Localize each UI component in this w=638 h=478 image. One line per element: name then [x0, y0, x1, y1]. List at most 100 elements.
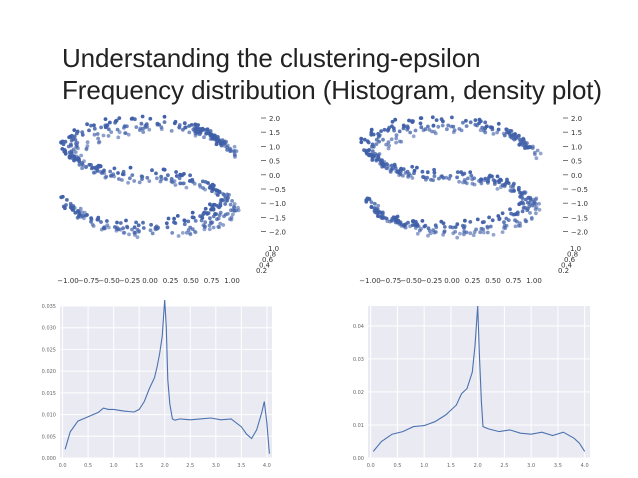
scatter-point — [528, 198, 533, 202]
scatter-point — [172, 216, 176, 221]
scatter-point — [225, 143, 230, 148]
scatter-point — [369, 204, 374, 209]
scatter-point — [377, 139, 381, 144]
scatter-point — [214, 212, 219, 216]
scatter-point — [439, 117, 444, 122]
scatter-point — [505, 127, 509, 132]
scatter-point — [80, 130, 85, 135]
z-tick-label: 0.0 — [571, 172, 582, 180]
scatter-point — [406, 175, 410, 179]
scatter-point — [214, 142, 219, 147]
scatter-point — [412, 171, 416, 176]
scatter-point — [72, 128, 77, 132]
x-tick-label: 1.0 — [110, 463, 118, 469]
x-tick-label: 0.50 — [485, 277, 501, 285]
y-tick-label: 0.015 — [42, 391, 56, 397]
scatter-point — [221, 223, 226, 227]
scatter-point — [389, 163, 394, 168]
scatter-point — [124, 218, 128, 223]
x-tick-label: 3.5 — [237, 463, 245, 469]
scatter-point — [145, 175, 150, 180]
scatter-point — [228, 146, 232, 151]
scatter-point — [190, 179, 195, 184]
scatter-point — [462, 232, 466, 237]
scatter-point — [370, 158, 375, 162]
scatter-point — [182, 121, 187, 126]
scatter-point — [451, 231, 456, 236]
scatter-point — [393, 117, 398, 122]
scatter-point — [188, 231, 192, 236]
scatter-point — [479, 177, 484, 182]
scatter-point — [62, 148, 67, 152]
y-tick-label: 0.2 — [558, 267, 569, 275]
scatter-point — [74, 141, 78, 146]
scatter-point — [232, 202, 237, 206]
scatter-point — [91, 170, 96, 175]
scatter-point — [359, 136, 364, 141]
z-tick-label: 1.5 — [571, 129, 582, 137]
scatter-point — [377, 210, 382, 214]
scatter-point — [193, 133, 198, 138]
scatter-point — [401, 123, 406, 128]
scatter-point — [386, 140, 391, 145]
scatter-point — [367, 196, 371, 201]
scatter-point — [518, 224, 523, 228]
scatter-point — [413, 226, 418, 230]
scatter-point — [378, 161, 383, 166]
scatter-point — [397, 129, 402, 134]
scatter-point — [121, 169, 126, 174]
scatter-point — [448, 174, 453, 178]
scatter-point — [469, 173, 474, 178]
scatter-point — [141, 226, 146, 230]
scatter-point — [89, 219, 93, 224]
scatter-point — [486, 176, 491, 181]
scatter-point — [69, 143, 73, 148]
scatter-point — [99, 125, 103, 130]
scatter-point — [408, 130, 413, 135]
scatter-point — [207, 185, 212, 190]
scatter-point — [105, 123, 110, 128]
scatter-point — [405, 169, 410, 174]
scatter-point — [80, 166, 84, 171]
scatter-point — [103, 117, 108, 121]
scatter-point — [203, 206, 208, 211]
scatter-point — [410, 223, 415, 227]
scatter-point — [420, 169, 425, 174]
z-tick-label: −1.0 — [269, 200, 286, 208]
scatter-point — [134, 125, 139, 129]
x-tick-label: 4.0 — [263, 463, 271, 469]
scatter-point — [61, 142, 66, 147]
scatter-point — [75, 129, 80, 134]
scatter-point — [500, 230, 505, 234]
x-tick-label: 2.5 — [186, 463, 194, 469]
scatter-point — [362, 137, 367, 142]
scatter-point — [109, 130, 114, 134]
scatter-point — [491, 132, 496, 136]
scatter-point — [481, 230, 486, 235]
scatter-point — [396, 169, 400, 174]
scatter-point — [528, 211, 532, 215]
scatter-point — [189, 123, 194, 127]
scatter-point — [465, 181, 469, 186]
scatter-point — [128, 176, 132, 181]
scatter-point — [490, 218, 495, 223]
scatter-point — [512, 137, 517, 142]
scatter-point — [226, 211, 230, 216]
scatter-point — [523, 197, 528, 202]
scatter-point — [202, 135, 206, 140]
scatter-point — [222, 193, 226, 197]
scatter-point — [453, 225, 458, 229]
scatter-point — [534, 156, 539, 161]
scatter-point — [500, 211, 505, 216]
scatter-point — [130, 227, 134, 232]
scatter-point — [367, 148, 372, 152]
scatter-point — [203, 180, 208, 184]
scatter-point — [394, 217, 399, 222]
scatter-point — [120, 178, 124, 182]
scatter-point — [210, 204, 215, 209]
scatter-point — [232, 153, 237, 157]
scatter-point — [534, 205, 539, 210]
scatter-point — [401, 126, 406, 131]
scatter-point — [73, 150, 78, 154]
slide-title-line-2: Frequency distribution (Histogram, densi… — [62, 75, 602, 105]
